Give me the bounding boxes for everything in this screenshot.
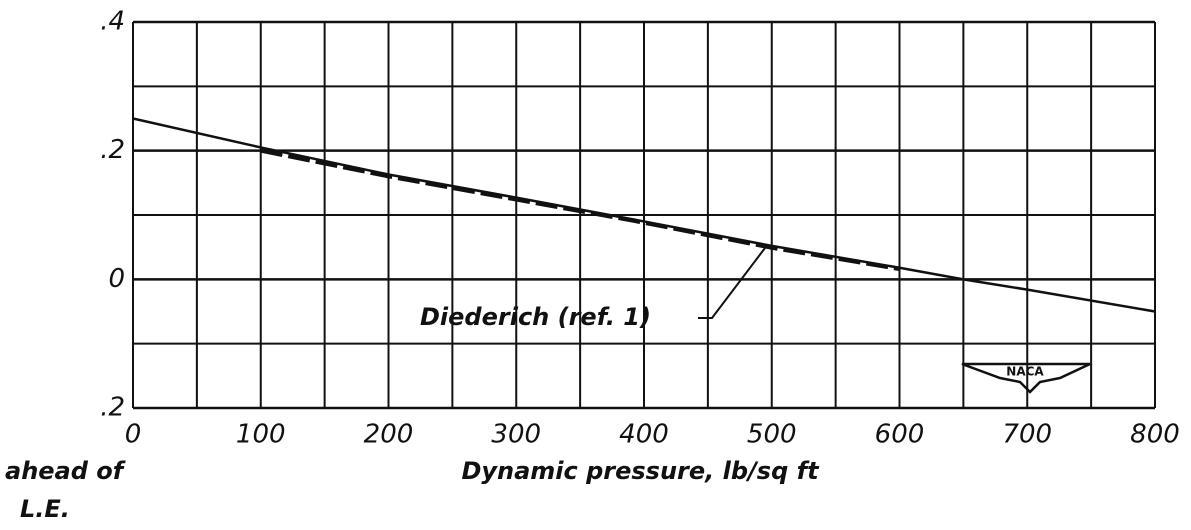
x-tick-label: 500	[747, 420, 797, 450]
x-axis-label: Dynamic pressure, lb/sq ft	[461, 457, 820, 485]
x-tick-label: 200	[364, 420, 414, 450]
x-tick-label: 400	[619, 420, 669, 450]
y-tick-label: .2	[100, 393, 125, 423]
x-tick-label: 700	[1002, 420, 1052, 450]
data-line	[260, 148, 900, 272]
x-tick-label: 300	[491, 420, 541, 450]
x-tick-label: 0	[125, 420, 142, 450]
y-tick-label: .2	[100, 135, 125, 165]
y-axis-label: L.E.	[20, 495, 70, 523]
leader-line	[698, 247, 766, 319]
y-tick-label: .4	[100, 7, 125, 37]
x-tick-label: 100	[236, 420, 286, 450]
x-tick-label: 800	[1130, 420, 1180, 450]
x-tick-label: 600	[875, 420, 925, 450]
y-axis-label: ahead of	[5, 457, 126, 485]
annotation: Diederich (ref. 1)	[420, 303, 651, 331]
naca-logo: NACA	[961, 362, 1091, 394]
y-tick-label: 0	[108, 264, 125, 294]
logo-text: NACA	[1006, 365, 1044, 379]
